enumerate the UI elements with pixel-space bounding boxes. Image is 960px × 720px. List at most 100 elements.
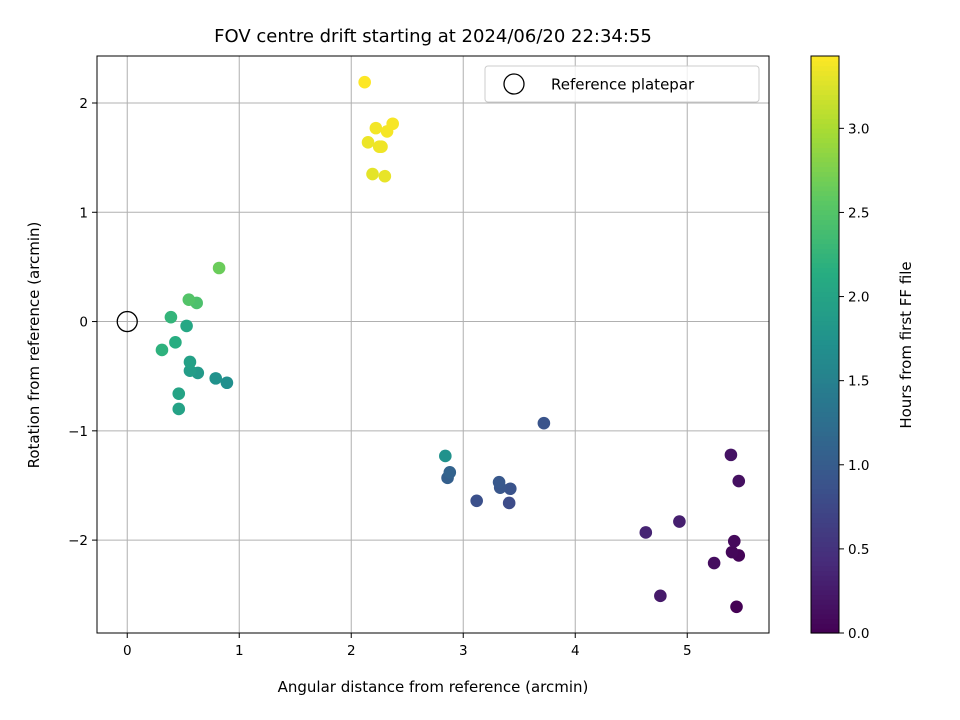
colorbar-segment [811,104,839,110]
colorbar-segment [811,387,839,394]
colorbar-segment [811,253,839,259]
colorbar-segment [811,435,839,442]
colorbar-segment [811,618,839,624]
colorbar-segment [811,185,839,192]
colorbar-segment [811,421,839,427]
reference-platepar-marker [116,310,138,333]
colorbar-segment [811,584,839,591]
colorbar-segment [811,560,839,567]
colorbar-segment [811,536,839,543]
colorbar-segment [811,527,839,533]
colorbar-segment [811,378,839,384]
x-tick-label: 5 [683,643,692,659]
colorbar-segment [811,344,839,350]
colorbar-segment [811,455,839,461]
colorbar-segment [811,411,839,418]
colorbar-segment [811,330,839,336]
colorbar-segment [811,512,839,519]
colorbar-segment [811,108,839,115]
colorbar-segment [811,522,839,528]
colorbar-segment [811,267,839,273]
data-point [361,136,375,149]
data-point [502,496,516,510]
colorbar-segment [811,363,839,370]
colorbar-segment [811,349,839,355]
data-point [639,526,653,539]
colorbar-segment [811,181,839,187]
chart-title: FOV centre drift starting at 2024/06/20 … [214,26,652,47]
colorbar-segment [811,608,839,615]
data-point [366,167,379,181]
data-point [180,319,193,333]
colorbar-segment [811,301,839,307]
colorbar-segment [811,556,839,562]
colorbar-tick-label: 0.0 [848,626,869,642]
colorbar-segment [811,200,839,206]
colorbar-segment [811,286,839,293]
colorbar-segment [811,229,839,235]
colorbar-segment [811,65,839,72]
colorbar-segment [811,161,839,168]
colorbar-segment [811,205,839,211]
colorbar-tick-label: 0.5 [848,542,869,558]
colorbar-segment [811,315,839,322]
colorbar-segment [811,358,839,365]
colorbar-segment [811,416,839,423]
colorbar-segment [811,431,839,437]
colorbar-segment [811,296,839,302]
colorbar-segment [811,214,839,221]
colorbar-segment [811,541,839,548]
colorbar-label: Hours from first FF file [897,261,915,428]
x-tick-label: 2 [347,643,356,659]
colorbar-segment [811,546,839,552]
colorbar-segment [811,60,839,67]
colorbar-frame [810,55,840,634]
colorbar-segment [811,368,839,374]
colorbar-segment [811,257,839,264]
colorbar-segment [811,113,839,120]
y-tick-label: −2 [68,533,88,549]
colorbar-segment [811,209,839,216]
colorbar-segment [811,517,839,524]
colorbar-segment [811,575,839,581]
colorbar-segment [811,551,839,557]
colorbar-tick-label: 2.0 [848,290,869,306]
colorbar-segment [811,402,839,408]
colorbar-segment [811,195,839,201]
colorbar-segment [811,503,839,509]
colorbar-segment [811,156,839,163]
data-point [378,169,392,183]
colorbar-segment [811,233,839,240]
y-axis-label: Rotation from reference (arcmin) [25,222,43,469]
y-tick-label: 2 [79,96,88,112]
axes-frame [96,55,770,634]
y-tick-label: −1 [68,424,88,440]
colorbar-segment [811,243,839,249]
colorbar-segment [811,94,839,100]
colorbar-segment [811,70,839,76]
colorbar-segment [811,128,839,134]
colorbar-segment [811,56,839,62]
colorbar-segment [811,445,839,451]
colorbar-tick-label: 3.0 [848,121,869,137]
x-axis-label: Angular distance from reference (arcmin) [278,678,589,696]
colorbar-segment [811,474,839,480]
colorbar-segment [811,176,839,182]
colorbar-segment [811,392,839,398]
legend: Reference platepar [484,65,760,103]
colorbar-segment [811,407,839,413]
colorbar-segment [811,123,839,129]
data-point [220,376,234,390]
data-point [172,402,186,416]
colorbar-segment [811,334,839,341]
data-point [212,261,226,275]
colorbar-segment [811,589,839,596]
data-point [183,364,197,378]
data-point [732,474,746,488]
colorbar-segment [811,493,839,499]
data-point [155,343,169,357]
colorbar-segment [811,599,839,605]
data-point [730,600,743,614]
colorbar-segment [811,99,839,105]
colorbar-tick-label: 2.5 [848,205,869,221]
